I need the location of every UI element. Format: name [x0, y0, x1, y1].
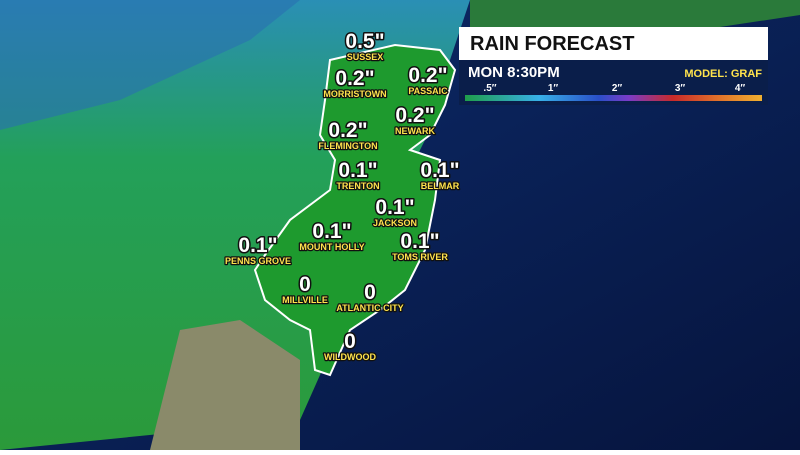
location-amount: 0.2": [335, 67, 374, 90]
delmarva: [150, 320, 300, 450]
location-amount: 0: [299, 273, 311, 296]
location-amount: 0.1": [420, 159, 459, 182]
land-north: [470, 0, 800, 80]
location-amount: 0.1": [338, 159, 377, 182]
location-name: PENNS GROVE: [225, 256, 291, 266]
location-amount: 0.1": [400, 230, 439, 253]
legend-label: 4″: [735, 83, 746, 94]
location-name: WILDWOOD: [324, 352, 376, 362]
location-amount: 0: [344, 330, 356, 353]
legend-label: 2″: [612, 83, 623, 94]
location-amount: 0.1": [238, 234, 277, 257]
title-bar: [459, 27, 768, 60]
legend-label: .5″: [483, 83, 496, 94]
location-amount: 0.1": [375, 196, 414, 219]
location-name: BELMAR: [421, 181, 460, 191]
location-amount: 0.2": [395, 104, 434, 127]
location-amount: 0.1": [312, 220, 351, 243]
location-name: PASSAIC: [408, 86, 448, 96]
location-amount: 0.2": [328, 119, 367, 142]
location-name: TOMS RIVER: [392, 252, 448, 262]
location-name: TRENTON: [336, 181, 379, 191]
heavy-rain: [0, 0, 300, 130]
location-name: JACKSON: [373, 218, 417, 228]
location-amount: 0.5": [345, 30, 384, 53]
location-name: MORRISTOWN: [323, 89, 386, 99]
legend-scale: [465, 95, 762, 101]
location-name: FLEMINGTON: [318, 141, 377, 151]
time: MON 8:30PM: [468, 64, 560, 81]
location-name: NEWARK: [395, 126, 435, 136]
location-amount: 0: [364, 281, 376, 304]
title: RAIN FORECAST: [470, 33, 634, 55]
legend-label: 1″: [548, 83, 559, 94]
location-amount: 0.2": [408, 64, 447, 87]
location-name: ATLANTIC CITY: [336, 303, 403, 313]
legend-label: 3″: [675, 83, 686, 94]
model: MODEL: GRAF: [684, 68, 762, 80]
location-name: SUSSEX: [347, 52, 384, 62]
new-jersey: [253, 43, 457, 377]
location-name: MILLVILLE: [282, 295, 328, 305]
location-name: MOUNT HOLLY: [299, 242, 364, 252]
